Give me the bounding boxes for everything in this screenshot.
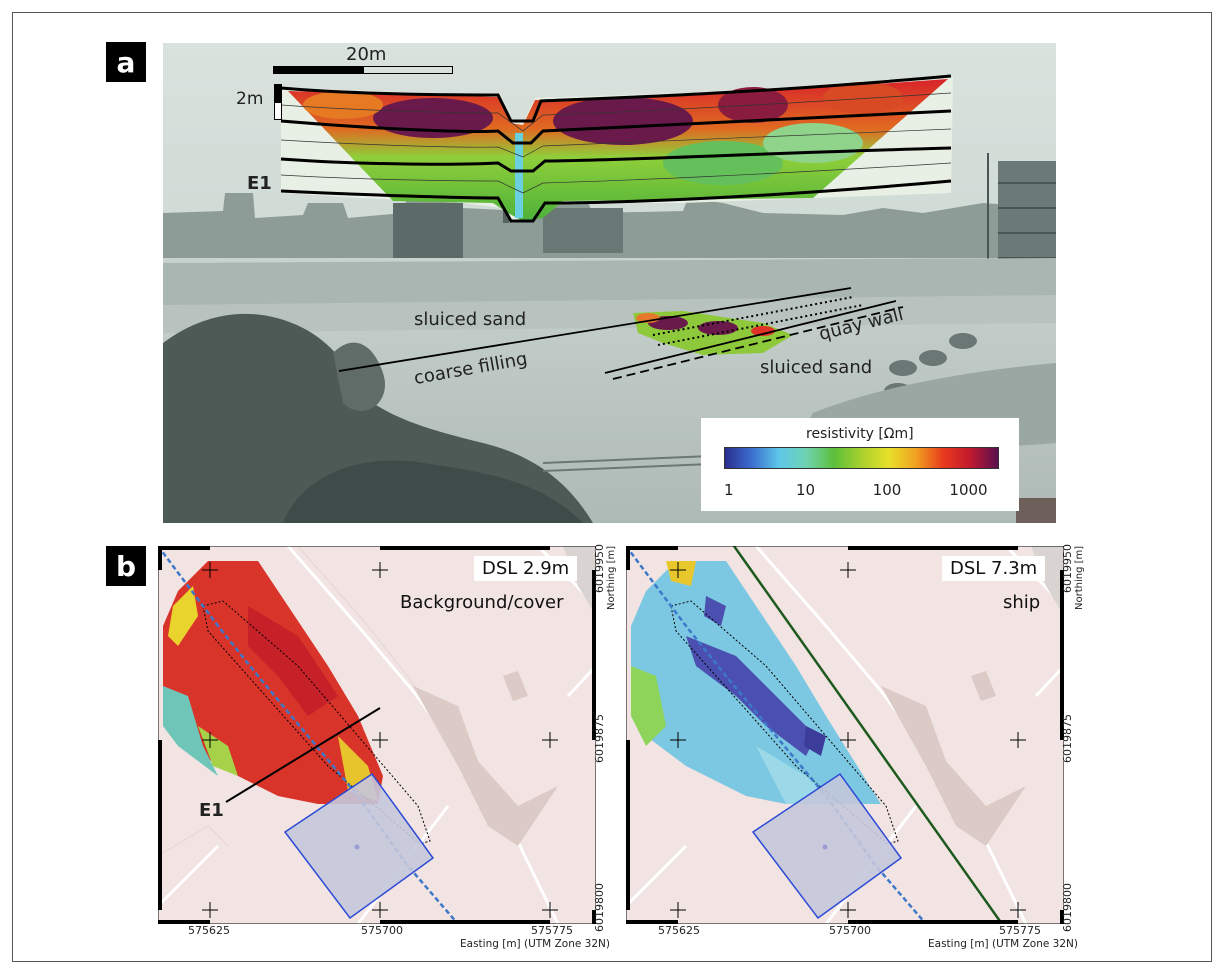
panel-a-photo bbox=[163, 43, 1056, 523]
left-map-profile-label: E1 bbox=[199, 800, 224, 821]
label-sluiced-sand-lower: sluiced sand bbox=[760, 357, 873, 378]
left-easting-tick-3: 575775 bbox=[531, 924, 573, 937]
left-easting-tick-2: 575700 bbox=[361, 924, 403, 937]
colorbar-tick-label: 10 bbox=[795, 481, 816, 499]
right-northing-tick-2: 6019875 bbox=[1061, 714, 1074, 763]
interpretation-lines bbox=[338, 287, 904, 380]
right-easting-tick-2: 575700 bbox=[829, 924, 871, 937]
left-easting-axis-label: Easting [m] (UTM Zone 32N) bbox=[460, 938, 610, 950]
scale-bar-vertical bbox=[274, 84, 282, 120]
label-sluiced-sand-upper: sluiced sand bbox=[414, 309, 527, 330]
right-northing-axis-label: Northing [m] bbox=[1074, 545, 1085, 610]
colorbar-strip bbox=[724, 447, 999, 469]
right-easting-tick-3: 575775 bbox=[999, 924, 1041, 937]
left-map-depth-label: DSL 2.9m bbox=[474, 556, 578, 581]
ert-profile-e1 bbox=[280, 74, 953, 223]
scale-bar-horizontal-label: 20m bbox=[346, 44, 387, 65]
map-left bbox=[158, 546, 596, 924]
right-northing-tick-3: 6019800 bbox=[1061, 883, 1074, 932]
colorbar-tick-label: 100 bbox=[872, 481, 902, 499]
left-map-feature-label: Background/cover bbox=[400, 592, 564, 613]
profile-label-e1: E1 bbox=[247, 173, 272, 194]
right-map-depth-label: DSL 7.3m bbox=[942, 556, 1046, 581]
scale-bar-horizontal bbox=[273, 66, 453, 74]
map-right bbox=[626, 546, 1064, 924]
panel-label-b: b bbox=[106, 546, 146, 586]
colorbar-tick-label: 1 bbox=[724, 481, 734, 499]
right-northing-tick-1: 6019950 bbox=[1061, 544, 1074, 593]
right-easting-tick-1: 575625 bbox=[658, 924, 700, 937]
right-easting-axis-label: Easting [m] (UTM Zone 32N) bbox=[928, 938, 1078, 950]
left-northing-tick-2: 6019875 bbox=[593, 714, 606, 763]
left-northing-axis-label: Northing [m] bbox=[606, 545, 617, 610]
panel-label-a: a bbox=[106, 42, 146, 82]
right-map-feature-label: ship bbox=[1003, 592, 1041, 613]
colorbar-title: resistivity [Ωm] bbox=[806, 426, 914, 442]
figure-frame bbox=[12, 12, 1212, 962]
left-northing-tick-3: 6019800 bbox=[593, 883, 606, 932]
colorbar-tick-label: 1000 bbox=[949, 481, 988, 499]
scale-bar-vertical-label: 2m bbox=[236, 89, 264, 109]
left-easting-tick-1: 575625 bbox=[188, 924, 230, 937]
left-northing-tick-1: 6019950 bbox=[593, 544, 606, 593]
